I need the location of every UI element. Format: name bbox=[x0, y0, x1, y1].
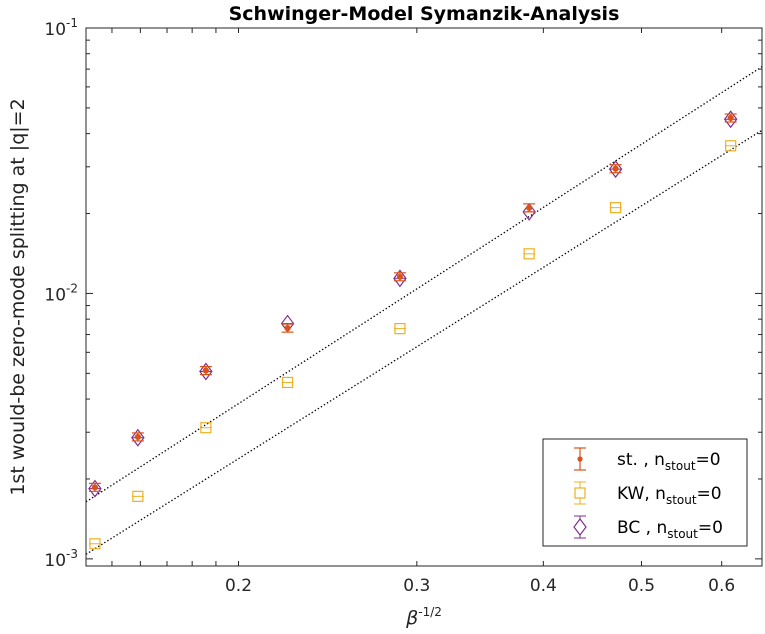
data-point-square bbox=[132, 490, 144, 502]
plot-box bbox=[85, 27, 763, 567]
legend-item: BC , nstout=0 bbox=[573, 515, 723, 541]
data-point-square bbox=[725, 140, 737, 152]
legend-label-tail: =0 bbox=[697, 484, 722, 504]
x-axis-label-base: β bbox=[405, 607, 418, 629]
legend-label-tail: =0 bbox=[696, 450, 721, 470]
x-axis-label: β-1/2 bbox=[405, 605, 442, 629]
x-tick-label: 0.4 bbox=[530, 576, 557, 596]
y-tick-base: 10 bbox=[44, 285, 66, 305]
data-point-dot bbox=[91, 484, 99, 491]
data-point-diamond bbox=[608, 160, 623, 179]
data-point-dot bbox=[284, 325, 291, 332]
legend-label-sub: stout bbox=[666, 493, 697, 507]
legend-marker-diamond bbox=[573, 518, 587, 536]
legend: st. , nstout=0KW, nstout=0BC , nstout=0 bbox=[542, 438, 748, 547]
legend-label-sub: stout bbox=[667, 527, 698, 541]
legend-label-main: KW, n bbox=[617, 484, 666, 504]
legend-label: KW, nstout=0 bbox=[617, 484, 722, 507]
data-point-square bbox=[89, 538, 101, 550]
x-tick-label: 0.2 bbox=[225, 576, 252, 596]
fit-line-1 bbox=[85, 66, 763, 503]
y-tick-exponent: -3 bbox=[66, 547, 78, 561]
fit-lines bbox=[85, 66, 763, 555]
data-point-diamond bbox=[522, 202, 536, 221]
y-tick-exponent: -1 bbox=[66, 16, 78, 30]
legend-marker-square bbox=[574, 487, 586, 499]
y-tick-exponent: -2 bbox=[66, 281, 78, 295]
legend-label-tail: =0 bbox=[698, 518, 723, 538]
x-tick-label: 0.5 bbox=[628, 576, 655, 596]
y-tick-base: 10 bbox=[44, 551, 66, 571]
data-points bbox=[88, 110, 738, 550]
data-point-dot bbox=[396, 273, 404, 280]
data-point-diamond bbox=[131, 428, 145, 447]
legend-marker-dot bbox=[577, 456, 583, 462]
data-point-square bbox=[394, 323, 406, 335]
y-axis: 10-310-210-1 bbox=[44, 16, 762, 571]
data-point-diamond bbox=[723, 110, 738, 129]
x-tick-label: 0.3 bbox=[403, 576, 430, 596]
legend-label: BC , nstout=0 bbox=[617, 518, 723, 541]
data-point-dot bbox=[134, 433, 141, 441]
y-tick-label: 10-1 bbox=[44, 16, 78, 40]
legend-label-main: st. , n bbox=[617, 450, 665, 470]
legend-label: st. , nstout=0 bbox=[617, 450, 721, 473]
y-tick-label: 10-2 bbox=[44, 281, 78, 305]
x-tick-label: 0.6 bbox=[708, 576, 735, 596]
data-point-diamond bbox=[88, 479, 102, 498]
data-point-dot bbox=[526, 204, 533, 212]
y-tick-base: 10 bbox=[44, 20, 66, 40]
series-square bbox=[88, 140, 737, 550]
data-point-square bbox=[281, 376, 294, 389]
series-dot bbox=[88, 113, 737, 492]
data-point-dot bbox=[612, 165, 619, 172]
chart-title: Schwinger-Model Symanzik-Analysis bbox=[229, 3, 620, 25]
legend-item: KW, nstout=0 bbox=[574, 481, 722, 507]
data-point-dot bbox=[727, 114, 734, 122]
legend-label-main: BC , n bbox=[617, 518, 667, 538]
x-axis-label-exponent: -1/2 bbox=[418, 605, 442, 619]
plot-frame bbox=[85, 27, 763, 567]
data-point-diamond bbox=[199, 362, 213, 381]
y-tick-label: 10-3 bbox=[44, 547, 78, 571]
data-point-dot bbox=[202, 367, 209, 374]
data-point-diamond bbox=[393, 269, 407, 288]
x-axis: 0.2 0.3 0.4 0.5 0.6 bbox=[111, 28, 735, 596]
data-point-square bbox=[609, 202, 622, 214]
data-point-square bbox=[523, 248, 535, 260]
data-point-square bbox=[200, 422, 212, 434]
y-axis-label: 1st would-be zero-mode splitting at |q|=… bbox=[7, 98, 29, 495]
legend-label-sub: stout bbox=[665, 459, 696, 473]
legend-item: st. , nstout=0 bbox=[574, 447, 721, 473]
